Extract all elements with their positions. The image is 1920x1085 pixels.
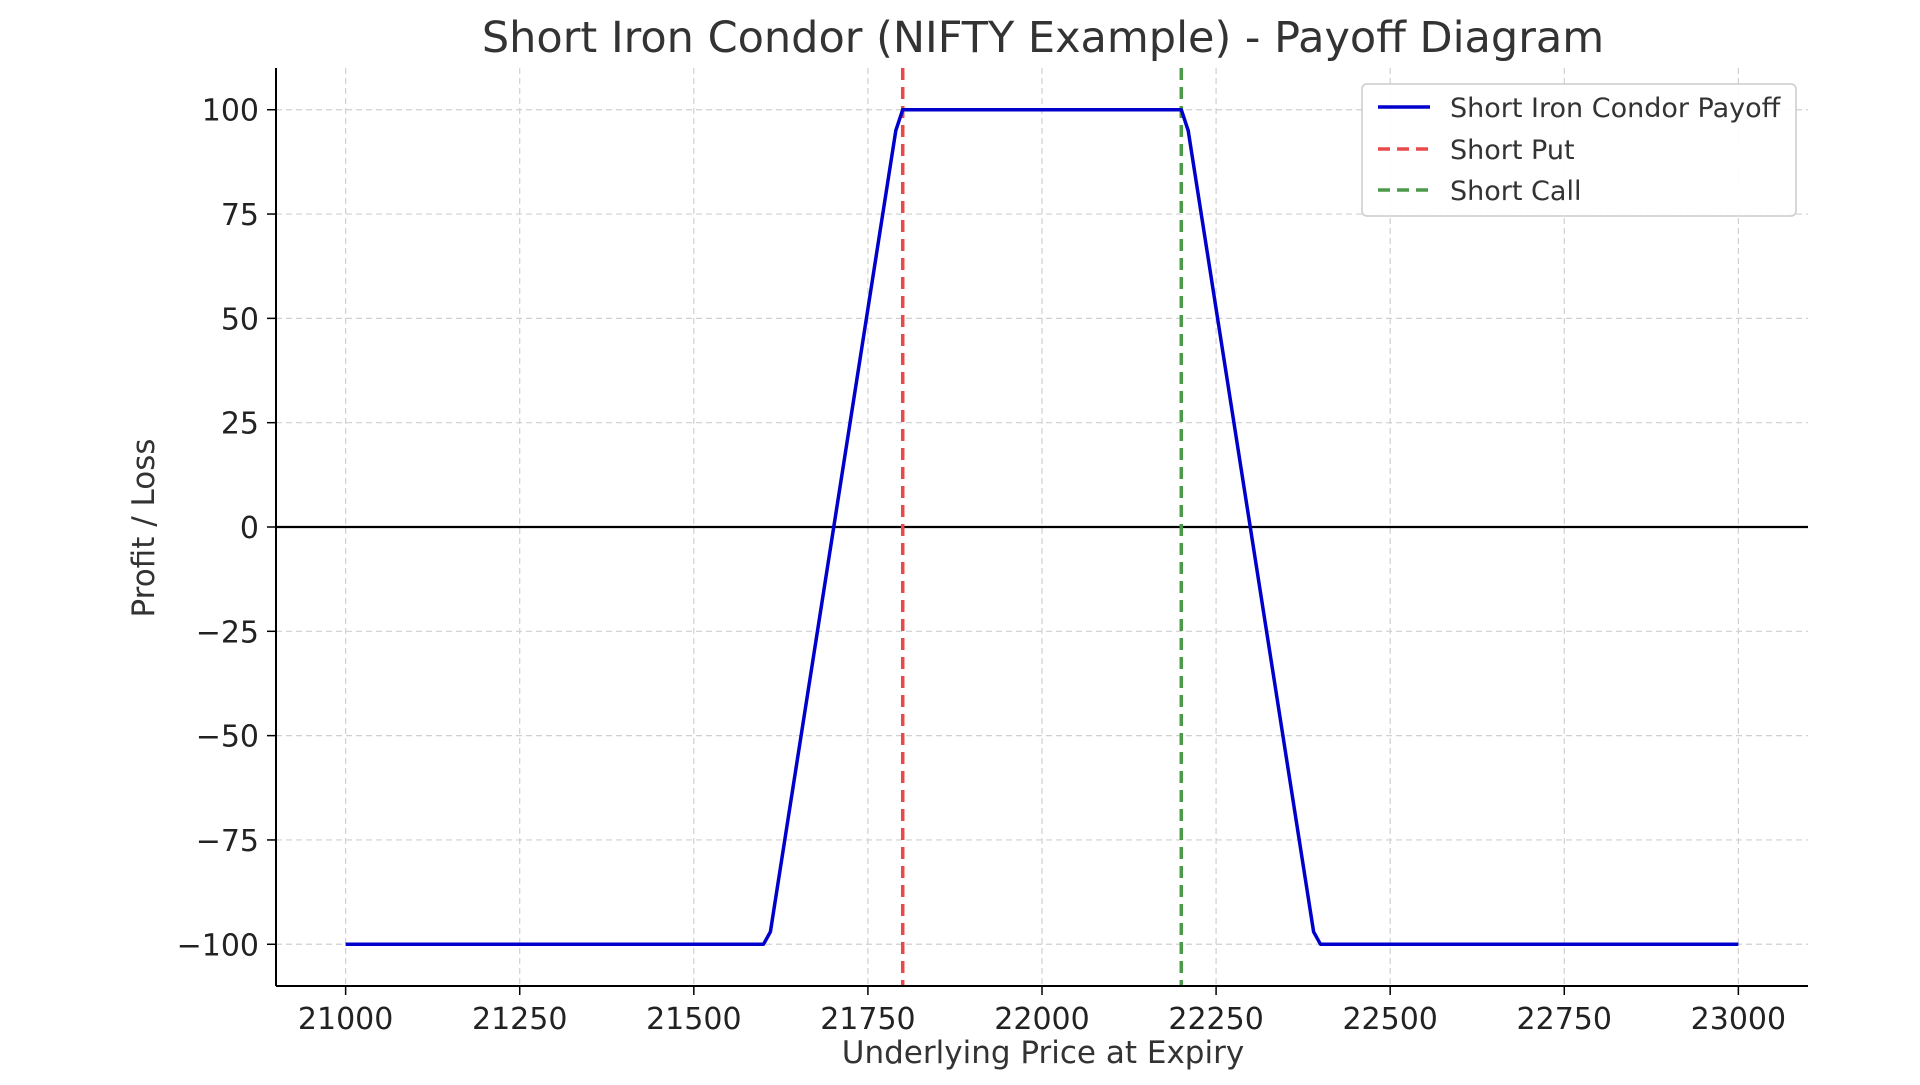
series-layer <box>345 107 1739 947</box>
legend: Short Iron Condor Payoff Short Put Short… <box>1361 83 1797 217</box>
payoff-line <box>345 107 1739 947</box>
x-tick-label: 21500 <box>646 1002 741 1037</box>
chart-title: Short Iron Condor (NIFTY Example) - Payo… <box>482 13 1604 63</box>
y-tick-label: 100 <box>202 94 259 129</box>
x-tick-label: 21750 <box>820 1002 915 1037</box>
x-tick-label: 23000 <box>1691 1002 1786 1037</box>
legend-label-short-call: Short Call <box>1450 176 1581 207</box>
y-tick-label: −50 <box>196 720 259 755</box>
x-tick-label: 22000 <box>994 1002 1089 1037</box>
x-tick-label: 21250 <box>472 1002 567 1037</box>
y-tick-label: 0 <box>240 511 259 546</box>
y-tick-label: −25 <box>196 615 259 650</box>
legend-frame <box>1361 83 1797 217</box>
x-tick-label: 22250 <box>1168 1002 1263 1037</box>
x-tick-label: 22500 <box>1342 1002 1437 1037</box>
y-axis-label: Profit / Loss <box>126 438 162 617</box>
y-tick-label: 75 <box>221 198 259 233</box>
y-tick-label: 25 <box>221 407 259 442</box>
grid-layer <box>276 68 1808 986</box>
legend-label-payoff: Short Iron Condor Payoff <box>1450 93 1782 124</box>
x-tick-label: 22750 <box>1517 1002 1612 1037</box>
y-tick-label: 50 <box>221 302 259 337</box>
tick-layer: 21000 21250 21500 21750 22000 22250 22500 22750… <box>177 94 1786 1037</box>
y-tick-label: −75 <box>196 824 259 859</box>
x-axis-label: Underlying Price at Expiry <box>842 1035 1244 1071</box>
legend-label-short-put: Short Put <box>1450 135 1575 166</box>
x-tick-label: 21000 <box>298 1002 393 1037</box>
y-tick-label: −100 <box>177 928 259 963</box>
strike-lines-layer <box>900 68 1184 986</box>
